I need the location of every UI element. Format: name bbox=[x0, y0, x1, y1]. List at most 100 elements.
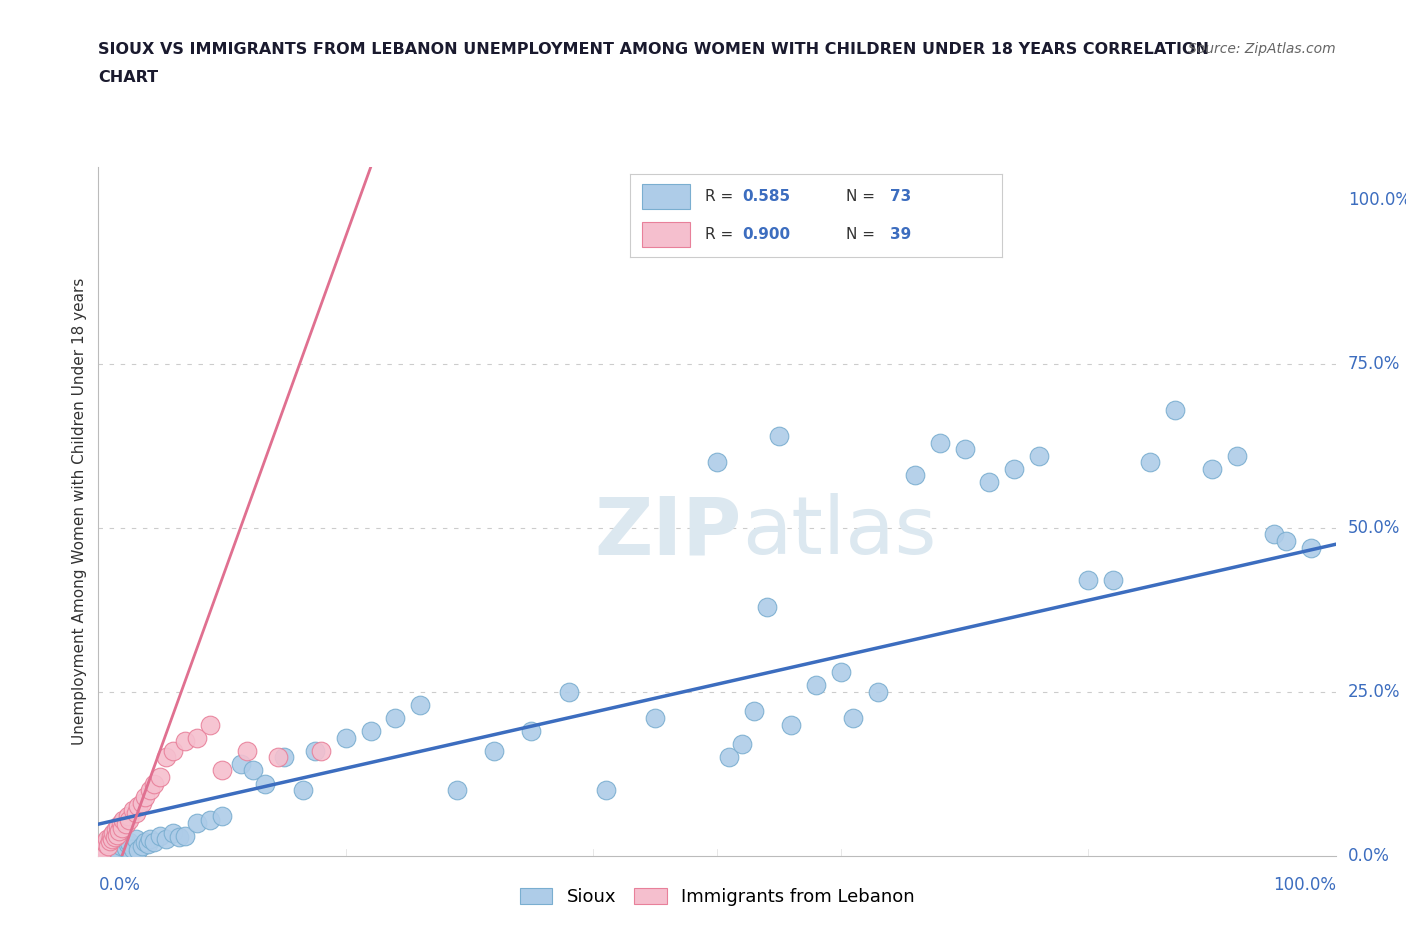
Point bbox=[198, 717, 221, 732]
Point bbox=[91, 838, 114, 853]
Point bbox=[742, 704, 765, 719]
Point bbox=[804, 678, 827, 693]
Point bbox=[1275, 534, 1298, 549]
Point bbox=[105, 827, 128, 842]
Point bbox=[1028, 448, 1050, 463]
Point bbox=[891, 193, 914, 207]
Point bbox=[446, 783, 468, 798]
Point bbox=[110, 838, 132, 853]
Point bbox=[143, 835, 166, 850]
Point bbox=[384, 711, 406, 725]
Legend: Sioux, Immigrants from Lebanon: Sioux, Immigrants from Lebanon bbox=[510, 879, 924, 915]
Text: 75.0%: 75.0% bbox=[1348, 355, 1400, 373]
Point bbox=[93, 835, 115, 850]
Point bbox=[211, 809, 233, 824]
Text: 0.0%: 0.0% bbox=[1348, 846, 1391, 865]
Point bbox=[174, 734, 197, 749]
Point bbox=[1263, 527, 1285, 542]
Y-axis label: Unemployment Among Women with Children Under 18 years: Unemployment Among Women with Children U… bbox=[72, 278, 87, 745]
Point bbox=[97, 843, 120, 857]
Point bbox=[928, 435, 950, 450]
Point bbox=[706, 455, 728, 470]
Point bbox=[595, 783, 617, 798]
Point bbox=[97, 838, 120, 853]
Text: 50.0%: 50.0% bbox=[1348, 519, 1400, 537]
Point bbox=[731, 737, 754, 751]
Point bbox=[1002, 461, 1025, 476]
Point bbox=[155, 750, 177, 764]
Point bbox=[360, 724, 382, 738]
Point bbox=[335, 730, 357, 745]
Point bbox=[103, 842, 125, 857]
Point bbox=[131, 796, 153, 811]
Point bbox=[211, 763, 233, 777]
Point bbox=[755, 599, 778, 614]
Point bbox=[174, 829, 197, 844]
Point bbox=[1102, 573, 1125, 588]
Point bbox=[768, 429, 790, 444]
Point bbox=[90, 842, 112, 857]
Point bbox=[96, 841, 118, 856]
Point bbox=[186, 816, 208, 830]
Point bbox=[103, 836, 125, 851]
Point bbox=[124, 831, 146, 846]
Point bbox=[186, 730, 208, 745]
Point bbox=[236, 743, 259, 758]
Point bbox=[101, 831, 124, 846]
Point bbox=[105, 843, 128, 857]
Point bbox=[229, 756, 252, 771]
Point bbox=[520, 724, 543, 738]
Text: CHART: CHART bbox=[98, 70, 159, 85]
Point bbox=[134, 790, 156, 804]
Text: atlas: atlas bbox=[742, 493, 936, 571]
Point bbox=[107, 818, 129, 833]
Point bbox=[291, 783, 314, 798]
Point bbox=[124, 805, 146, 820]
Point bbox=[718, 750, 741, 764]
Point bbox=[93, 842, 115, 857]
Point bbox=[273, 750, 295, 764]
Point bbox=[114, 817, 136, 831]
Text: 0.0%: 0.0% bbox=[98, 876, 141, 895]
Point bbox=[162, 743, 184, 758]
Point bbox=[139, 783, 162, 798]
Point bbox=[103, 830, 125, 844]
Point bbox=[114, 841, 136, 856]
Point bbox=[100, 829, 122, 844]
Point bbox=[1164, 403, 1187, 418]
Point bbox=[1299, 540, 1322, 555]
Point bbox=[162, 825, 184, 840]
Point bbox=[110, 816, 132, 830]
Point bbox=[127, 843, 149, 857]
Point bbox=[644, 711, 666, 725]
Point bbox=[103, 825, 125, 840]
Point bbox=[979, 474, 1001, 489]
Point bbox=[117, 809, 139, 824]
Point bbox=[131, 838, 153, 853]
Point bbox=[149, 769, 172, 784]
Text: 100.0%: 100.0% bbox=[1348, 192, 1406, 209]
Point bbox=[107, 835, 129, 850]
Point bbox=[127, 799, 149, 814]
Point bbox=[117, 836, 139, 851]
Point bbox=[112, 831, 135, 846]
Point bbox=[100, 838, 122, 853]
Point bbox=[309, 743, 332, 758]
Point bbox=[242, 763, 264, 777]
Point bbox=[557, 684, 579, 699]
Point bbox=[1139, 455, 1161, 470]
Point bbox=[866, 684, 889, 699]
Point bbox=[112, 812, 135, 827]
Point bbox=[254, 776, 277, 790]
Text: Source: ZipAtlas.com: Source: ZipAtlas.com bbox=[1188, 42, 1336, 56]
Point bbox=[953, 442, 976, 457]
Text: ZIP: ZIP bbox=[595, 493, 742, 571]
Point bbox=[304, 743, 326, 758]
Point bbox=[96, 831, 118, 846]
Point bbox=[108, 823, 131, 838]
Point bbox=[167, 830, 190, 844]
Point bbox=[484, 743, 506, 758]
Point bbox=[122, 842, 145, 857]
Text: SIOUX VS IMMIGRANTS FROM LEBANON UNEMPLOYMENT AMONG WOMEN WITH CHILDREN UNDER 18: SIOUX VS IMMIGRANTS FROM LEBANON UNEMPLO… bbox=[98, 42, 1209, 57]
Point bbox=[155, 831, 177, 846]
